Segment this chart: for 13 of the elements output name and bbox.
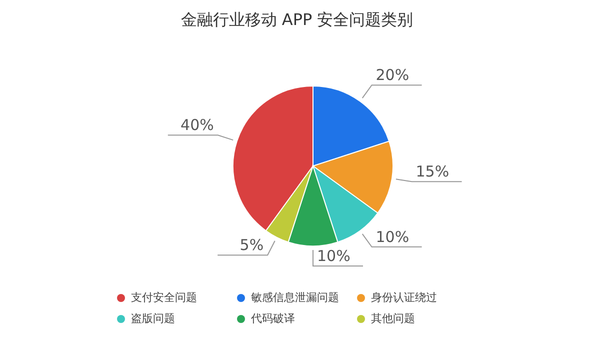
data-label: 40% <box>180 116 214 134</box>
data-label: 20% <box>376 66 410 84</box>
data-label: 15% <box>416 162 450 181</box>
legend-label: 其他问题 <box>371 311 415 326</box>
data-label: 10% <box>317 247 350 265</box>
legend-label: 身份认证绕过 <box>371 290 437 305</box>
legend-label: 盗版问题 <box>131 311 175 326</box>
chart-title: 金融行业移动 APP 安全问题类别 <box>180 10 414 31</box>
legend-label: 敏感信息泄漏问题 <box>251 290 339 305</box>
data-label: 10% <box>376 228 410 246</box>
legend-label: 代码破译 <box>251 311 295 326</box>
data-label: 5% <box>240 236 264 254</box>
legend-label: 支付安全问题 <box>131 290 197 305</box>
